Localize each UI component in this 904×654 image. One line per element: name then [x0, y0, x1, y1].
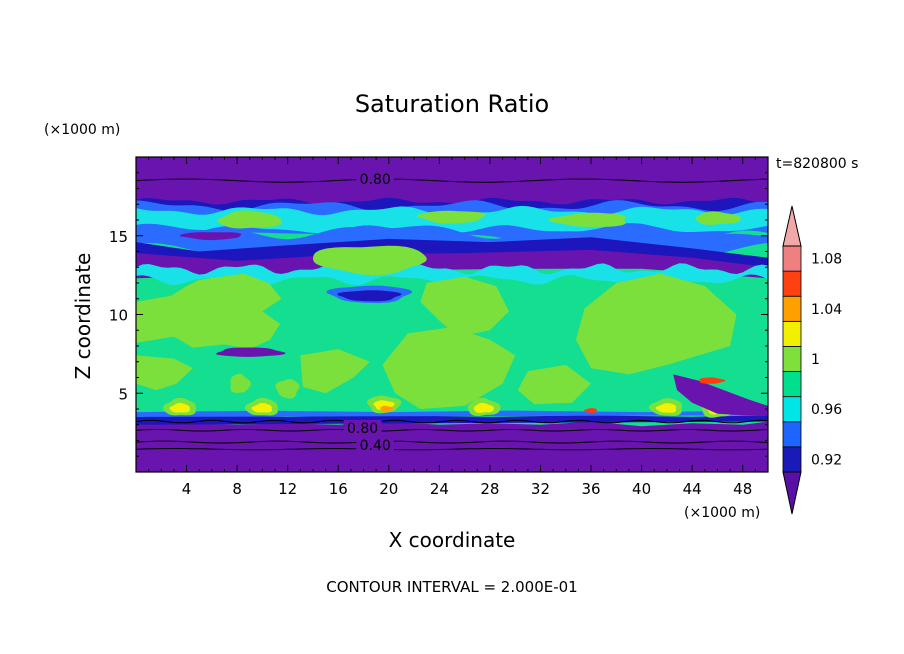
x-tick-label: 8 — [232, 480, 242, 498]
colorbar: 1.08 1.04 1 0.96 0.92 — [782, 205, 842, 515]
contour-line-040 — [136, 440, 768, 444]
cloud-base-core — [473, 403, 494, 413]
colorbar-segment — [782, 346, 802, 372]
colorbar-label: 1 — [811, 352, 820, 368]
cloud-region — [230, 373, 251, 393]
cloud-base-core — [169, 402, 190, 413]
cloud-region — [313, 245, 427, 276]
y-tick-label: 10 — [109, 307, 128, 325]
x-tick-label: 20 — [379, 480, 398, 498]
mid-blue-band — [136, 223, 768, 256]
colorbar-low-arrow — [782, 471, 802, 515]
y-unit-label: (×1000 m) — [44, 122, 120, 138]
x-tick-label: 44 — [683, 480, 702, 498]
cyan-band — [136, 263, 768, 286]
contour-line — [136, 429, 768, 432]
supersaturated-spot — [584, 408, 597, 413]
colorbar-segment — [782, 396, 802, 423]
cloud-region — [695, 211, 741, 225]
boundary-blue-strip — [136, 410, 768, 417]
colorbar-segment — [782, 421, 802, 448]
colorbar-segment — [782, 446, 802, 473]
colorbar-segment — [782, 245, 802, 272]
x-tick-label: 36 — [581, 480, 600, 498]
lower-dry-layer — [136, 421, 768, 472]
contour-label-bg — [343, 419, 382, 434]
x-tick-label: 24 — [430, 480, 449, 498]
x-tick-label: 40 — [632, 480, 651, 498]
cloud-region — [382, 327, 516, 409]
colorbar-segment — [782, 371, 802, 398]
contour-label: 0.80 — [347, 421, 378, 437]
x-axis-label: X coordinate — [389, 528, 516, 552]
cloud-base-core — [379, 405, 393, 413]
x-tick-label: 16 — [329, 480, 348, 498]
upper-dry-layer — [136, 157, 768, 211]
contour-label: 0.80 — [360, 172, 391, 188]
cloud-region — [548, 212, 626, 227]
cloud-region — [136, 355, 193, 391]
saturation-field — [136, 157, 768, 472]
contour-line-080 — [136, 178, 768, 183]
cloud-region — [300, 349, 370, 394]
contour-label: 0.40 — [360, 438, 391, 454]
supersaturated-spot — [699, 377, 726, 384]
dry-pocket — [215, 347, 286, 357]
x-tick-label: 32 — [531, 480, 550, 498]
colorbar-segment — [782, 270, 802, 297]
contour-line — [136, 448, 768, 451]
x-tick-label: 12 — [278, 480, 297, 498]
chart-title: Saturation Ratio — [355, 90, 549, 118]
x-tick-label: 4 — [182, 480, 192, 498]
dry-pocket — [337, 290, 402, 302]
x-tick-label: 48 — [733, 480, 752, 498]
y-tick-label: 5 — [118, 385, 128, 403]
cloud-region — [517, 364, 591, 405]
x-tick-label: 28 — [480, 480, 499, 498]
cloud-region — [420, 276, 509, 337]
cloud-base-core — [655, 403, 677, 413]
contour-label-bg — [356, 437, 395, 452]
y-axis-label: Z coordinate — [71, 253, 95, 380]
colorbar-segment — [782, 320, 802, 347]
colorbar-high-arrow — [782, 205, 802, 247]
cloud-region — [217, 210, 282, 229]
dry-pocket — [179, 232, 242, 241]
cloud-base-core — [251, 403, 272, 413]
colorbar-segment — [782, 295, 802, 322]
cloud-region — [136, 273, 282, 350]
contour-label-bg — [356, 171, 395, 186]
contour-interval-note: CONTOUR INTERVAL = 2.000E-01 — [326, 578, 577, 596]
colorbar-label: 0.96 — [811, 402, 842, 418]
cloud-region — [575, 273, 737, 375]
contour-line-080 — [136, 419, 768, 424]
cloud-region — [275, 379, 300, 399]
contour-labels: 0.800.800.40 — [343, 171, 395, 454]
colorbar-label: 0.92 — [811, 452, 842, 468]
x-unit-label: (×1000 m) — [684, 505, 760, 521]
y-tick-label: 15 — [109, 228, 128, 246]
colorbar-label: 1.08 — [811, 252, 842, 268]
dry-pocket — [673, 374, 768, 416]
cloud-region — [416, 210, 486, 224]
time-label: t=820800 s — [776, 156, 858, 172]
colorbar-label: 1.04 — [811, 302, 842, 318]
